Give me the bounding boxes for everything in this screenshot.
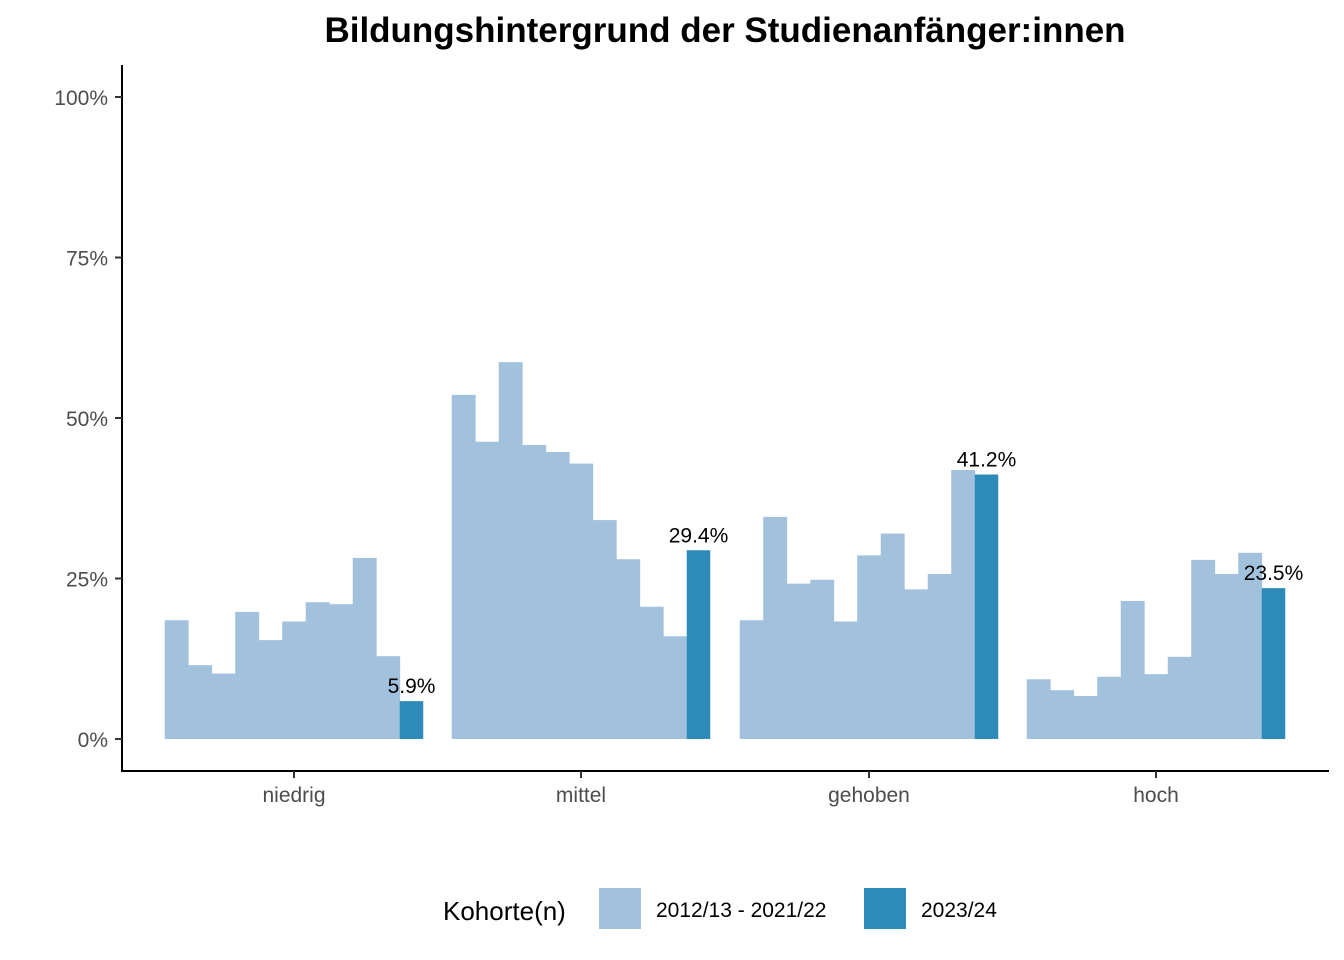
legend: Kohorte(n) 2012/13 - 2021/22 2023/24 — [443, 888, 997, 929]
bar-history-mittel-1 — [451, 394, 476, 739]
legend-title: Kohorte(n) — [443, 896, 566, 926]
legend-label-history: 2012/13 - 2021/22 — [656, 899, 826, 922]
y-tick-label: 0% — [78, 729, 108, 752]
bar-history-niedrig-10 — [376, 656, 401, 739]
bar-history-hoch-8 — [1191, 559, 1216, 739]
bar-history-hoch-4 — [1097, 676, 1122, 739]
y-tick-label: 100% — [54, 87, 108, 110]
bar-history-mittel-5 — [545, 452, 570, 739]
bar-history-mittel-2 — [475, 441, 500, 739]
bar-history-niedrig-2 — [188, 665, 213, 739]
bar-history-gehoben-8 — [904, 589, 929, 739]
bar-current-mittel — [686, 550, 711, 739]
bar-history-gehoben-7 — [880, 533, 905, 739]
legend-swatch-current — [864, 888, 906, 929]
bar-current-niedrig — [399, 701, 424, 739]
chart-title: Bildungshintergrund der Studienanfänger:… — [324, 11, 1125, 50]
x-tick-label-mittel: mittel — [556, 784, 606, 807]
bar-history-mittel-8 — [616, 559, 641, 739]
bar-history-niedrig-9 — [352, 557, 377, 739]
bar-history-mittel-4 — [522, 444, 547, 739]
y-tick-label: 50% — [66, 408, 108, 431]
bar-history-hoch-1 — [1026, 679, 1051, 739]
bar-history-mittel-6 — [569, 463, 594, 739]
bar-history-gehoben-9 — [927, 574, 952, 739]
x-tick-label-hoch: hoch — [1133, 784, 1179, 807]
bar-history-gehoben-5 — [833, 621, 858, 739]
bar-history-gehoben-1 — [739, 620, 764, 739]
history-bars — [164, 362, 1263, 739]
current-bars — [399, 474, 1286, 739]
bar-history-hoch-9 — [1214, 574, 1239, 739]
bar-history-gehoben-2 — [763, 516, 788, 739]
bar-history-hoch-5 — [1120, 600, 1145, 739]
y-axis-ticks: 0% 25% 50% 75% 100% — [54, 87, 122, 752]
bar-history-gehoben-6 — [857, 555, 882, 739]
bar-history-niedrig-5 — [258, 640, 283, 739]
bar-current-hoch — [1261, 588, 1286, 739]
bar-history-niedrig-3 — [211, 673, 236, 739]
bar-history-mittel-7 — [592, 520, 617, 739]
bar-history-mittel-10 — [663, 636, 688, 739]
bar-history-hoch-6 — [1144, 674, 1169, 739]
bar-history-gehoben-4 — [810, 579, 835, 739]
bar-history-niedrig-7 — [305, 602, 330, 739]
bar-history-hoch-2 — [1050, 690, 1075, 739]
y-tick-label: 75% — [66, 248, 108, 271]
x-axis-ticks: niedrig mittel gehoben hoch — [262, 771, 1179, 807]
data-label-hoch: 23.5% — [1244, 562, 1304, 585]
bar-history-niedrig-8 — [329, 604, 354, 739]
bar-current-gehoben — [974, 474, 999, 739]
bar-history-hoch-7 — [1167, 656, 1192, 739]
bar-history-mittel-3 — [498, 362, 523, 739]
bar-history-hoch-3 — [1073, 695, 1098, 739]
bar-history-gehoben-10 — [951, 470, 976, 739]
data-labels: 5.9% 29.4% 41.2% 23.5% — [388, 449, 1304, 699]
data-label-mittel: 29.4% — [669, 524, 729, 547]
bar-history-niedrig-4 — [235, 611, 260, 739]
x-tick-label-gehoben: gehoben — [828, 784, 910, 807]
bar-history-hoch-10 — [1238, 552, 1263, 739]
data-label-gehoben: 41.2% — [957, 449, 1017, 472]
bar-history-niedrig-1 — [164, 620, 189, 739]
bar-history-mittel-9 — [639, 606, 664, 739]
bar-history-gehoben-3 — [786, 583, 811, 739]
legend-swatch-history — [599, 888, 641, 929]
x-tick-label-niedrig: niedrig — [262, 784, 325, 807]
legend-label-current: 2023/24 — [921, 899, 997, 922]
y-tick-label: 25% — [66, 569, 108, 592]
bar-history-niedrig-6 — [282, 621, 307, 739]
data-label-niedrig: 5.9% — [388, 675, 436, 698]
